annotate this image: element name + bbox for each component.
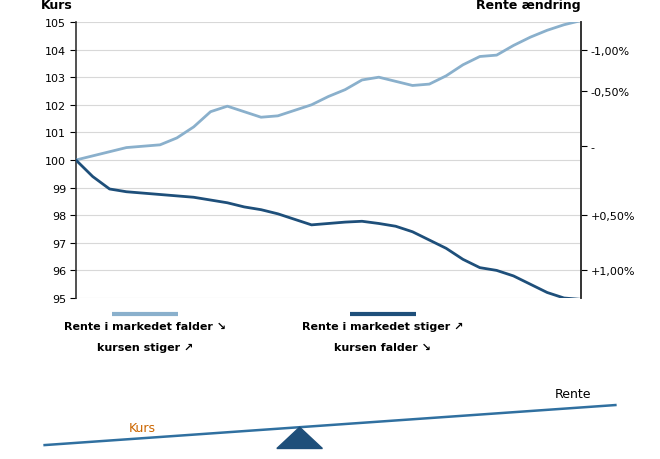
Text: Rente: Rente [554, 387, 591, 400]
Text: Rente i markedet stiger ↗: Rente i markedet stiger ↗ [302, 321, 463, 331]
Polygon shape [277, 427, 323, 448]
Text: Rente ændring: Rente ændring [476, 0, 581, 12]
Text: kursen falder ↘: kursen falder ↘ [335, 342, 431, 352]
Text: Kurs: Kurs [40, 0, 73, 12]
Text: kursen stiger ↗: kursen stiger ↗ [97, 342, 193, 352]
Text: Kurs: Kurs [128, 421, 155, 435]
Text: Rente i markedet falder ↘: Rente i markedet falder ↘ [64, 321, 226, 331]
